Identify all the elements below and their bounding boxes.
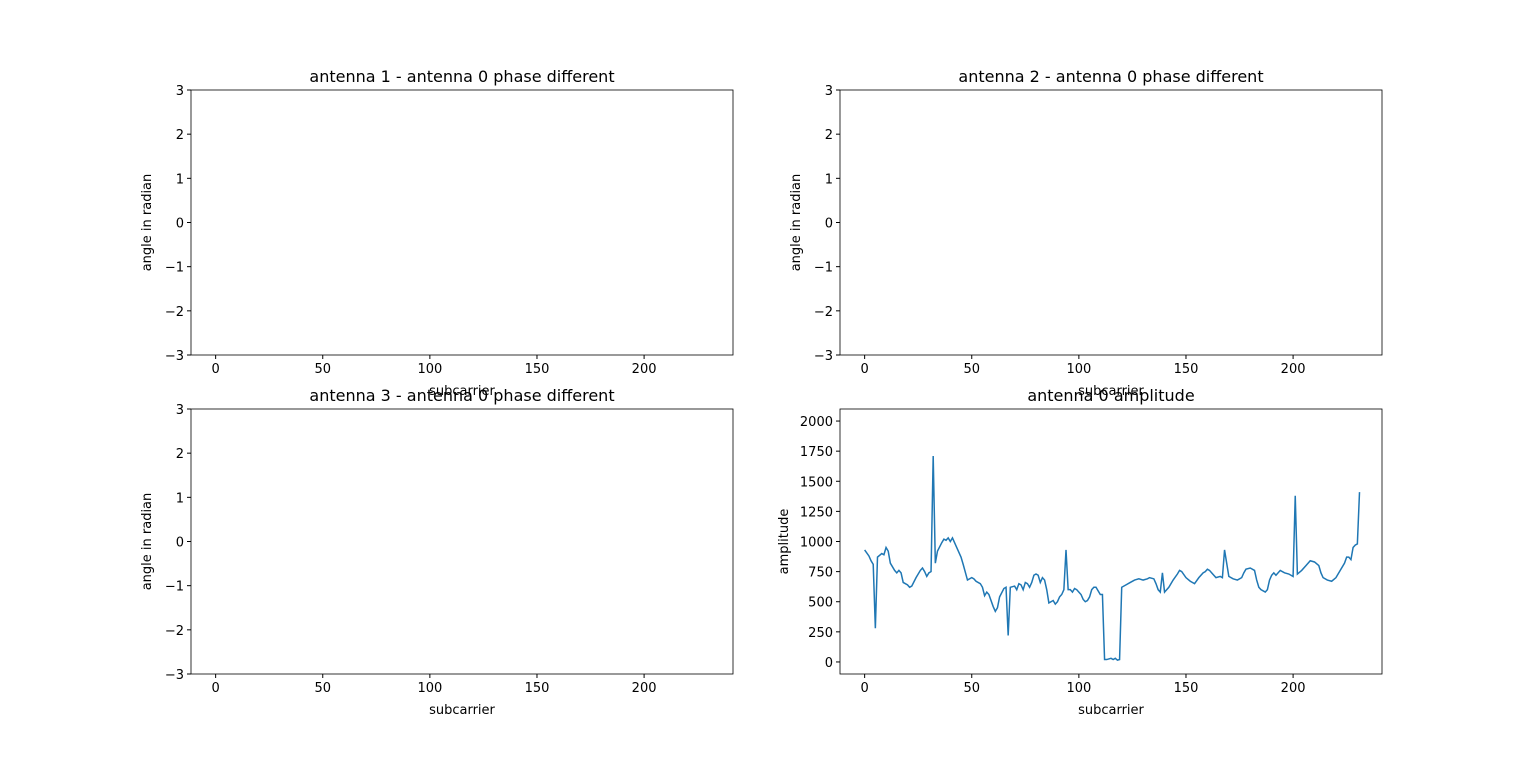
x-tick-label: 0 [860,362,868,377]
y-tick-label: 3 [176,403,184,418]
x-tick-label: 200 [1281,362,1306,377]
y-tick-label: 2000 [800,415,833,430]
x-axis-label: subcarrier [429,703,495,718]
data-line [864,455,1361,661]
y-axis-label: angle in radian [140,174,155,272]
y-tick-label: −2 [165,624,184,639]
y-tick-label: 2 [176,128,184,143]
y-axis-label: angle in radian [140,493,155,591]
y-tick-label: 0 [176,217,184,232]
x-tick-label: 100 [1066,362,1091,377]
x-tick-label: 50 [314,681,331,696]
x-tick-label: 50 [314,362,331,377]
y-tick-label: 1 [176,172,184,187]
y-tick-label: 1 [825,172,833,187]
x-tick-label: 200 [632,362,657,377]
y-tick-label: 500 [808,596,833,611]
y-tick-label: −1 [814,261,833,276]
y-tick-label: 1750 [800,445,833,460]
x-tick-label: 150 [1174,362,1199,377]
y-tick-label: −3 [165,349,184,364]
x-axis-label: subcarrier [429,384,495,399]
y-tick-label: 250 [808,626,833,641]
x-tick-label: 150 [525,681,550,696]
y-tick-label: 0 [825,656,833,671]
x-tick-label: 50 [963,681,980,696]
y-tick-label: −2 [165,305,184,320]
y-tick-label: 3 [825,84,833,99]
y-tick-label: −1 [165,580,184,595]
y-tick-label: −3 [814,349,833,364]
y-axis-label: angle in radian [789,174,804,272]
panel-title: antenna 2 - antenna 0 phase different [958,67,1263,86]
y-tick-label: −2 [814,305,833,320]
x-tick-label: 150 [525,362,550,377]
x-axis-label: subcarrier [1078,703,1144,718]
x-tick-label: 200 [632,681,657,696]
axes-frame [190,408,734,675]
x-tick-label: 150 [1174,681,1199,696]
y-tick-label: 1500 [800,475,833,490]
y-tick-label: −3 [165,668,184,683]
panel-title: antenna 3 - antenna 0 phase different [309,386,614,405]
y-tick-label: 0 [825,217,833,232]
axes-frame [839,89,1383,356]
x-tick-label: 0 [211,681,219,696]
x-tick-label: 0 [211,362,219,377]
y-tick-label: 3 [176,84,184,99]
x-tick-label: 200 [1281,681,1306,696]
x-tick-label: 100 [417,681,442,696]
y-axis-label: amplitude [777,509,792,575]
y-tick-label: 2 [176,447,184,462]
axes-frame [190,89,734,356]
y-tick-label: −1 [165,261,184,276]
panel-title: antenna 1 - antenna 0 phase different [309,67,614,86]
y-tick-label: 1000 [800,536,833,551]
y-tick-label: 750 [808,566,833,581]
axes-frame [839,408,1383,675]
x-axis-label: subcarrier [1078,384,1144,399]
y-tick-label: 2 [825,128,833,143]
y-tick-label: 1250 [800,505,833,520]
y-tick-label: 0 [176,536,184,551]
x-tick-label: 0 [860,681,868,696]
x-tick-label: 50 [963,362,980,377]
panel-title: antenna 0 amplitude [1027,386,1194,405]
x-tick-label: 100 [417,362,442,377]
x-tick-label: 100 [1066,681,1091,696]
y-tick-label: 1 [176,491,184,506]
